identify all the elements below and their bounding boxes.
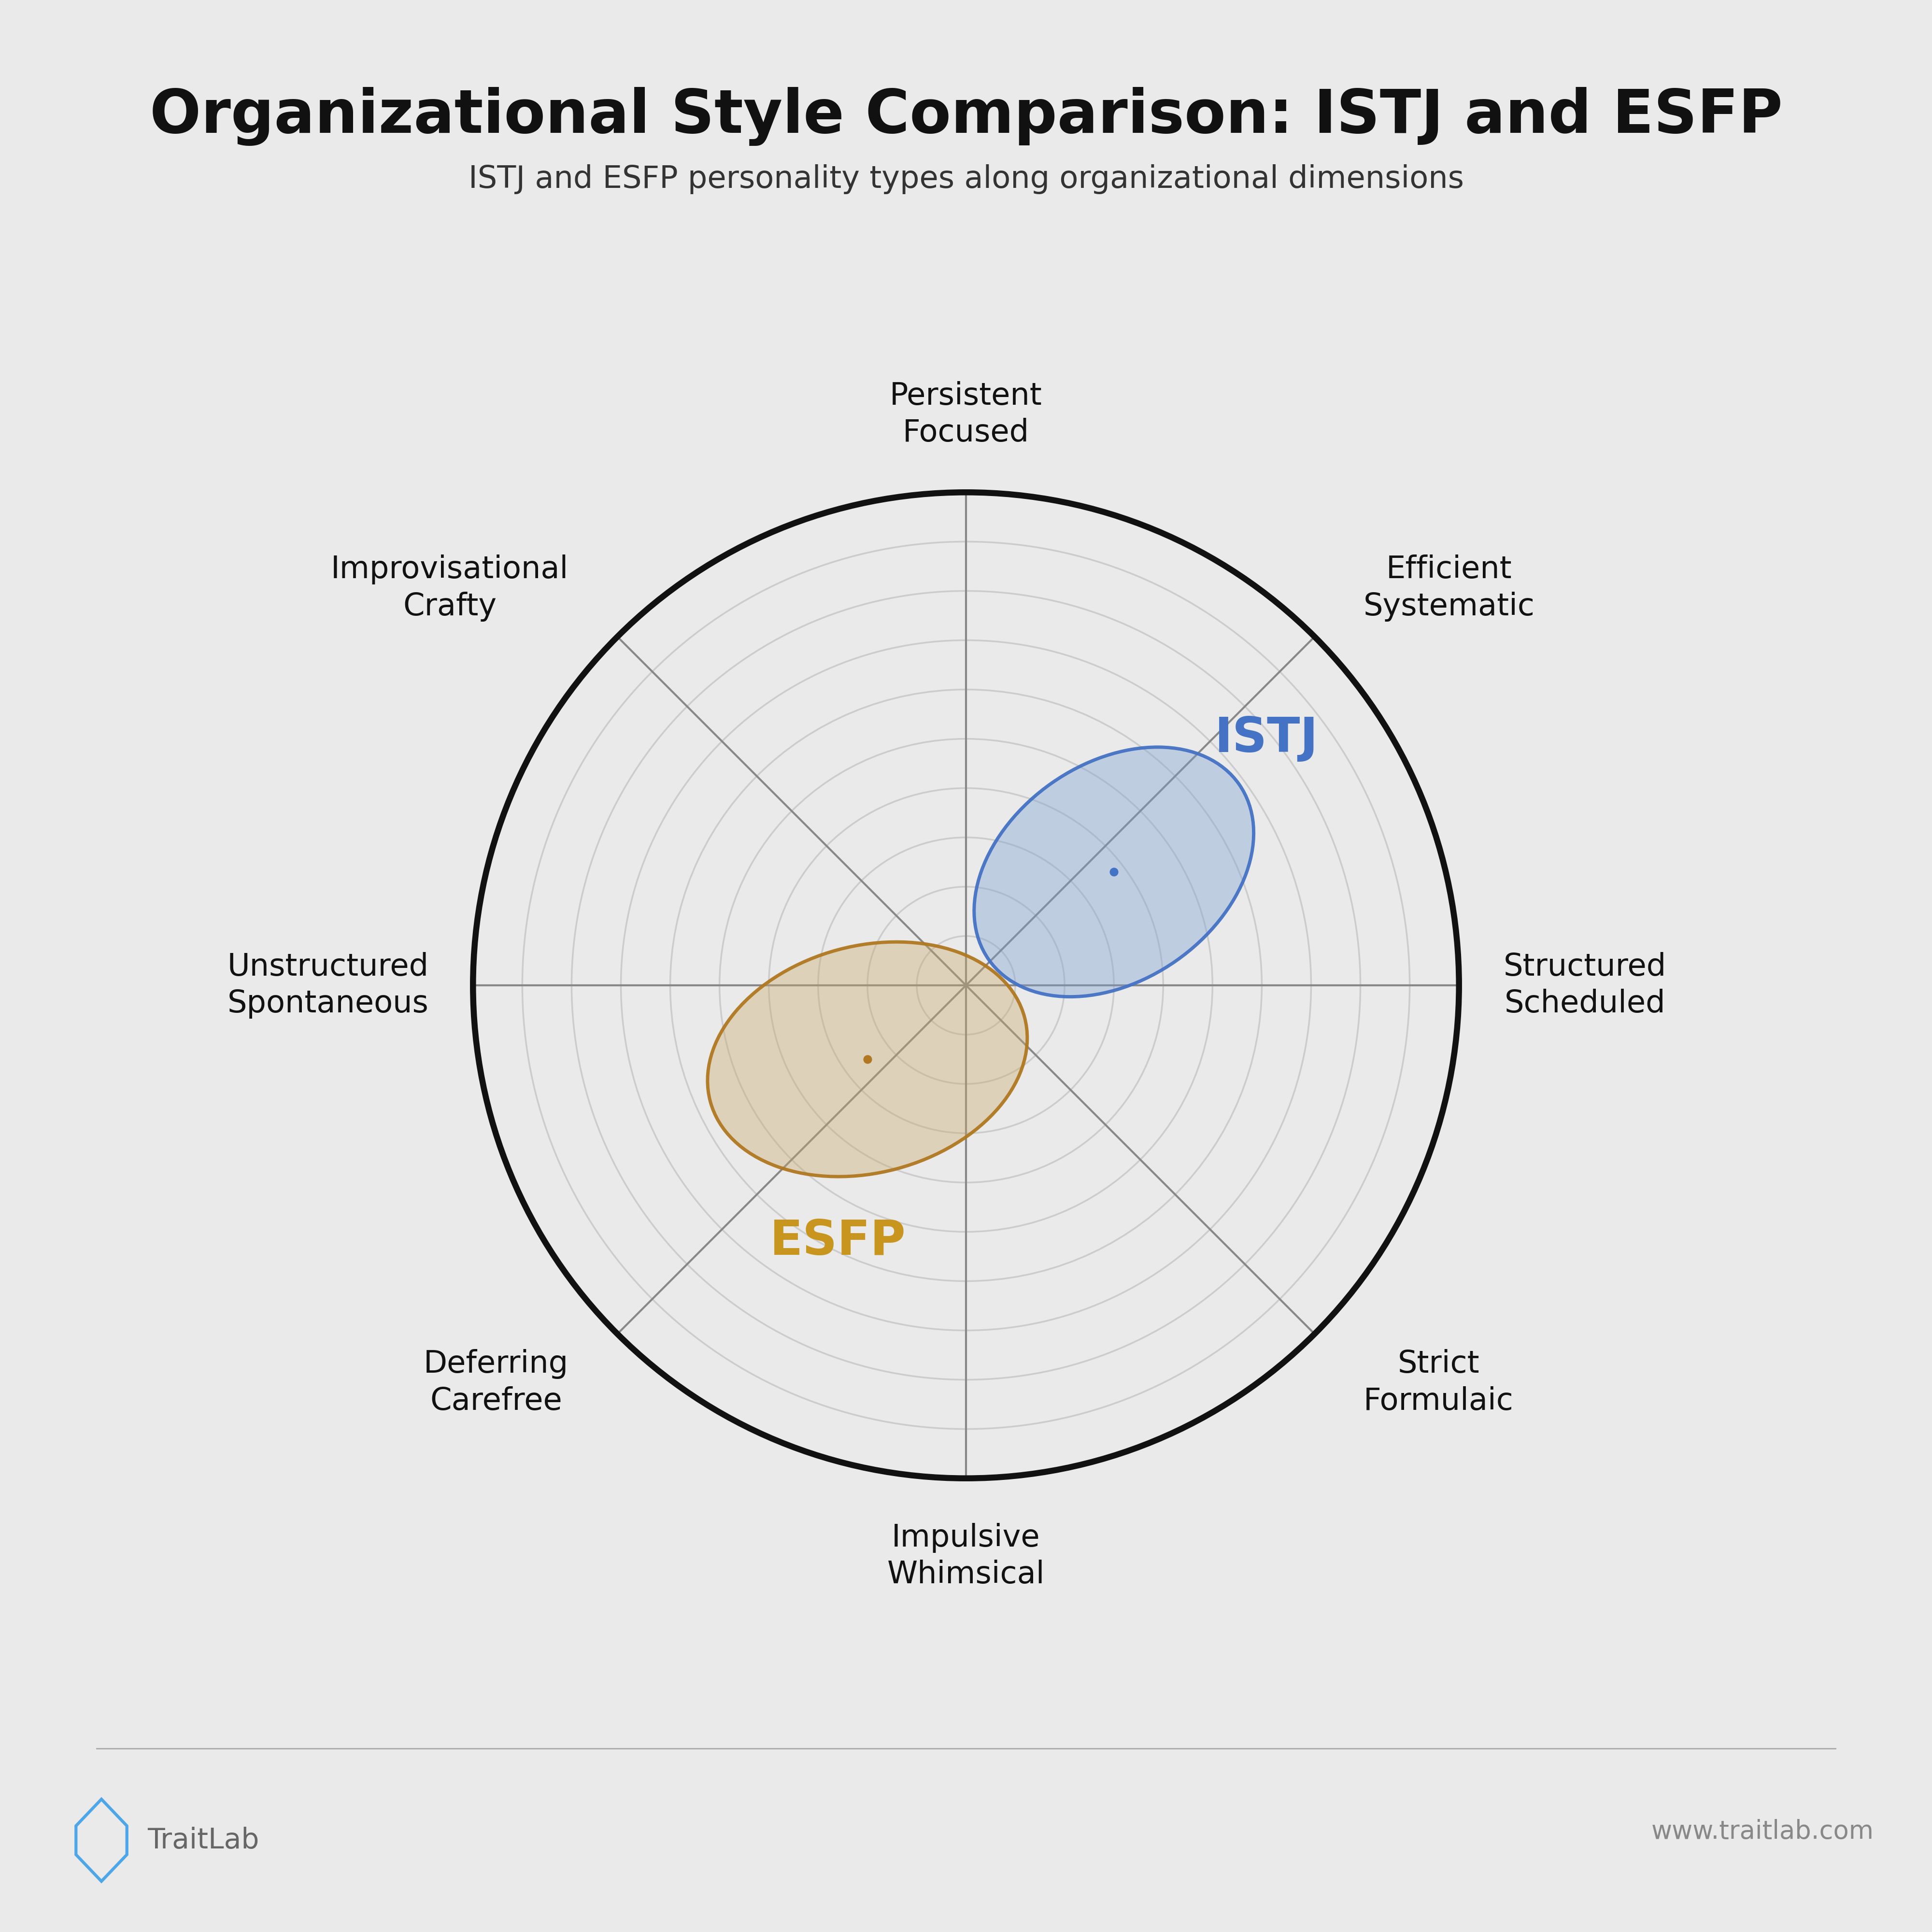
- Text: ISTJ and ESFP personality types along organizational dimensions: ISTJ and ESFP personality types along or…: [468, 164, 1464, 195]
- Text: Deferring
Carefree: Deferring Carefree: [423, 1349, 568, 1416]
- Text: Efficient
Systematic: Efficient Systematic: [1364, 554, 1534, 622]
- Text: Improvisational
Crafty: Improvisational Crafty: [330, 554, 568, 622]
- Text: Strict
Formulaic: Strict Formulaic: [1364, 1349, 1513, 1416]
- Text: Structured
Scheduled: Structured Scheduled: [1503, 952, 1665, 1018]
- Ellipse shape: [974, 748, 1254, 997]
- Ellipse shape: [707, 943, 1028, 1177]
- Text: Unstructured
Spontaneous: Unstructured Spontaneous: [228, 952, 429, 1018]
- Text: Organizational Style Comparison: ISTJ and ESFP: Organizational Style Comparison: ISTJ an…: [149, 87, 1783, 147]
- Text: ISTJ: ISTJ: [1215, 715, 1318, 763]
- Text: ESFP: ESFP: [769, 1219, 906, 1265]
- Text: Impulsive
Whimsical: Impulsive Whimsical: [887, 1522, 1045, 1590]
- Text: Persistent
Focused: Persistent Focused: [891, 381, 1041, 448]
- Text: www.traitlab.com: www.traitlab.com: [1652, 1820, 1874, 1843]
- Text: TraitLab: TraitLab: [147, 1826, 259, 1855]
